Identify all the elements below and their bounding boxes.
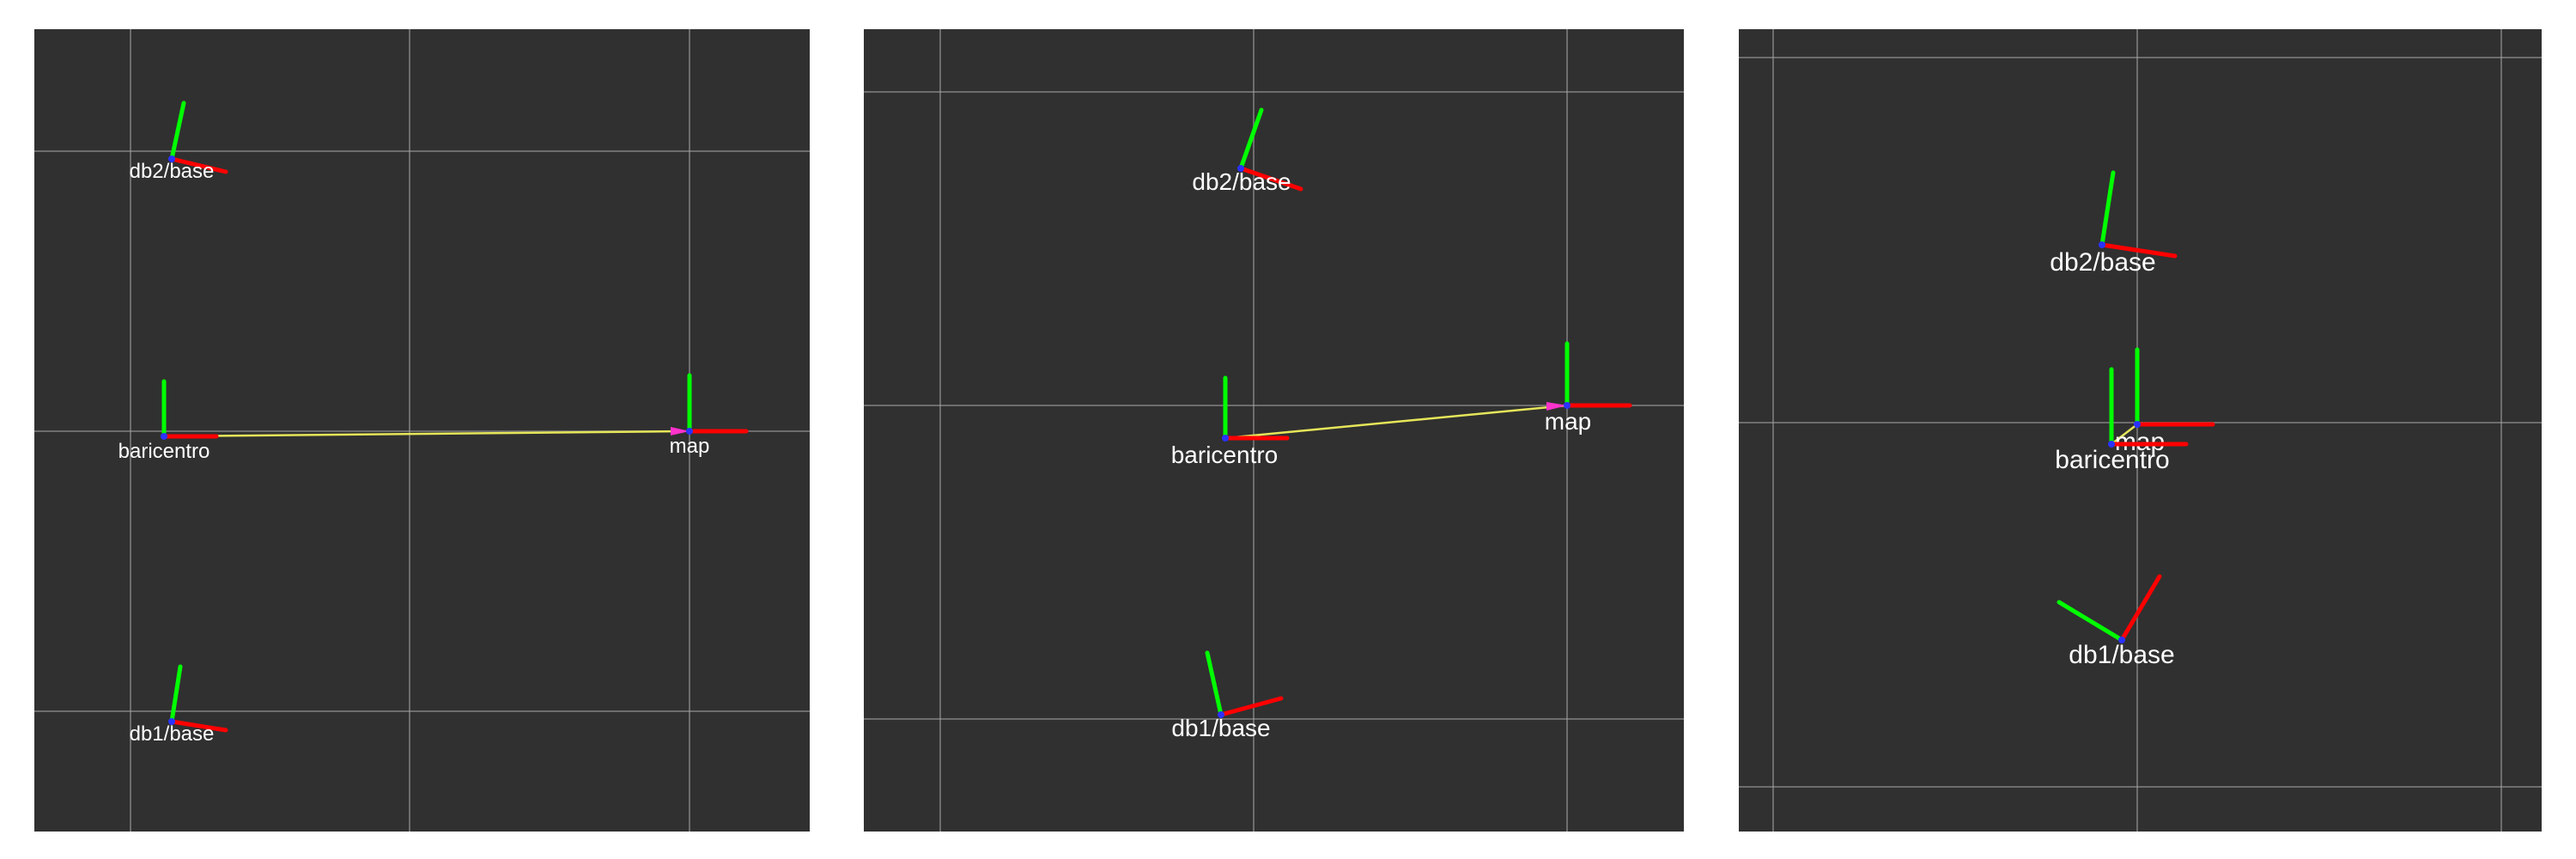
tf-link-baricentro-map	[1224, 404, 1568, 440]
frame-origin	[1564, 402, 1571, 409]
tf-frame-baricentro[interactable]: baricentro	[1171, 375, 1290, 468]
frame-label: db1/base	[130, 722, 215, 746]
tf-frame-map[interactable]: map	[670, 373, 749, 458]
viewport-background	[864, 29, 1684, 832]
y-axis-green	[169, 101, 186, 161]
tf-frame-baricentro[interactable]: baricentro	[2055, 367, 2189, 474]
tf-frame-map[interactable]: map	[1545, 341, 1632, 435]
frame-label: map	[1545, 408, 1591, 435]
frame-origin	[168, 718, 175, 725]
x-axis-red	[2119, 574, 2162, 643]
frame-label: map	[670, 435, 710, 458]
frame-origin	[2099, 241, 2105, 248]
viewport-background	[1739, 29, 2542, 832]
frame-label: baricentro	[2055, 446, 2169, 474]
tf-frame-db1-base[interactable]: db1/base	[130, 664, 228, 746]
tf-frame-db2-base[interactable]: db2/base	[2050, 170, 2178, 277]
frame-label: db1/base	[2069, 641, 2174, 669]
x-axis-red	[169, 156, 228, 174]
y-axis-green	[2057, 600, 2124, 643]
tf-link-baricentro-map	[2111, 423, 2138, 445]
grid	[864, 29, 1684, 832]
link-arrowhead	[1546, 402, 1567, 411]
frame-label: db2/base	[1192, 168, 1291, 195]
frame-origin	[168, 155, 175, 162]
x-axis-red	[1218, 696, 1284, 717]
tf-link-baricentro-map	[163, 430, 683, 438]
viewport-panel-3[interactable]: db2/base map baricentro db1/base	[1739, 29, 2542, 832]
frame-label: db1/base	[1171, 715, 1270, 741]
y-axis-green	[2099, 170, 2116, 247]
viewport-panel-1[interactable]: db2/base baricentro map db1/base	[34, 29, 810, 832]
frame-origin	[686, 428, 693, 435]
frame-label: db2/base	[2050, 248, 2155, 277]
tf-frame-db1-base[interactable]: db1/base	[2057, 574, 2175, 669]
frame-origin	[1237, 165, 1244, 172]
frame-label: db2/base	[130, 160, 215, 183]
frame-origin	[161, 433, 167, 440]
frame-origin	[2118, 637, 2125, 643]
frame-origin	[2134, 421, 2141, 428]
frame-label: baricentro	[1171, 442, 1279, 468]
x-axis-red	[2099, 242, 2178, 259]
x-axis-red	[1238, 166, 1303, 192]
tf-frame-baricentro[interactable]: baricentro	[118, 379, 219, 463]
tf-frame-db1-base[interactable]: db1/base	[1171, 650, 1284, 741]
tf-frame-db2-base[interactable]: db2/base	[1192, 107, 1303, 195]
tf-frame-db2-base[interactable]: db2/base	[130, 101, 228, 183]
frame-origin	[2108, 441, 2115, 448]
x-axis-red	[169, 719, 228, 733]
frame-origin	[1222, 435, 1229, 442]
y-axis-green	[1205, 650, 1224, 717]
frame-origin	[1218, 711, 1224, 718]
frame-label: baricentro	[118, 440, 210, 463]
link-arrowhead	[671, 427, 690, 436]
y-axis-green	[1238, 107, 1264, 171]
viewport-panel-2[interactable]: db2/base baricentro map db1/base	[864, 29, 1684, 832]
y-axis-green	[169, 664, 183, 724]
